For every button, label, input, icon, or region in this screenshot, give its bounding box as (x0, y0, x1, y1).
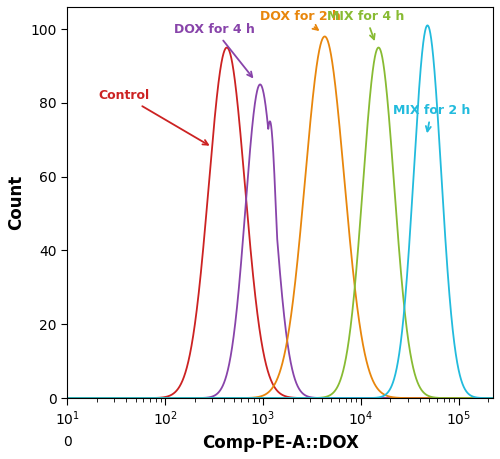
Text: 0: 0 (63, 435, 72, 449)
Text: DOX for 4 h: DOX for 4 h (174, 22, 254, 77)
Text: MIX for 2 h: MIX for 2 h (392, 104, 470, 131)
Text: MIX for 4 h: MIX for 4 h (327, 10, 404, 39)
Y-axis label: Count: Count (7, 175, 25, 230)
Text: Control: Control (98, 89, 208, 145)
Text: DOX for 2 h: DOX for 2 h (260, 10, 340, 30)
X-axis label: Comp-PE-A::DOX: Comp-PE-A::DOX (202, 434, 358, 452)
